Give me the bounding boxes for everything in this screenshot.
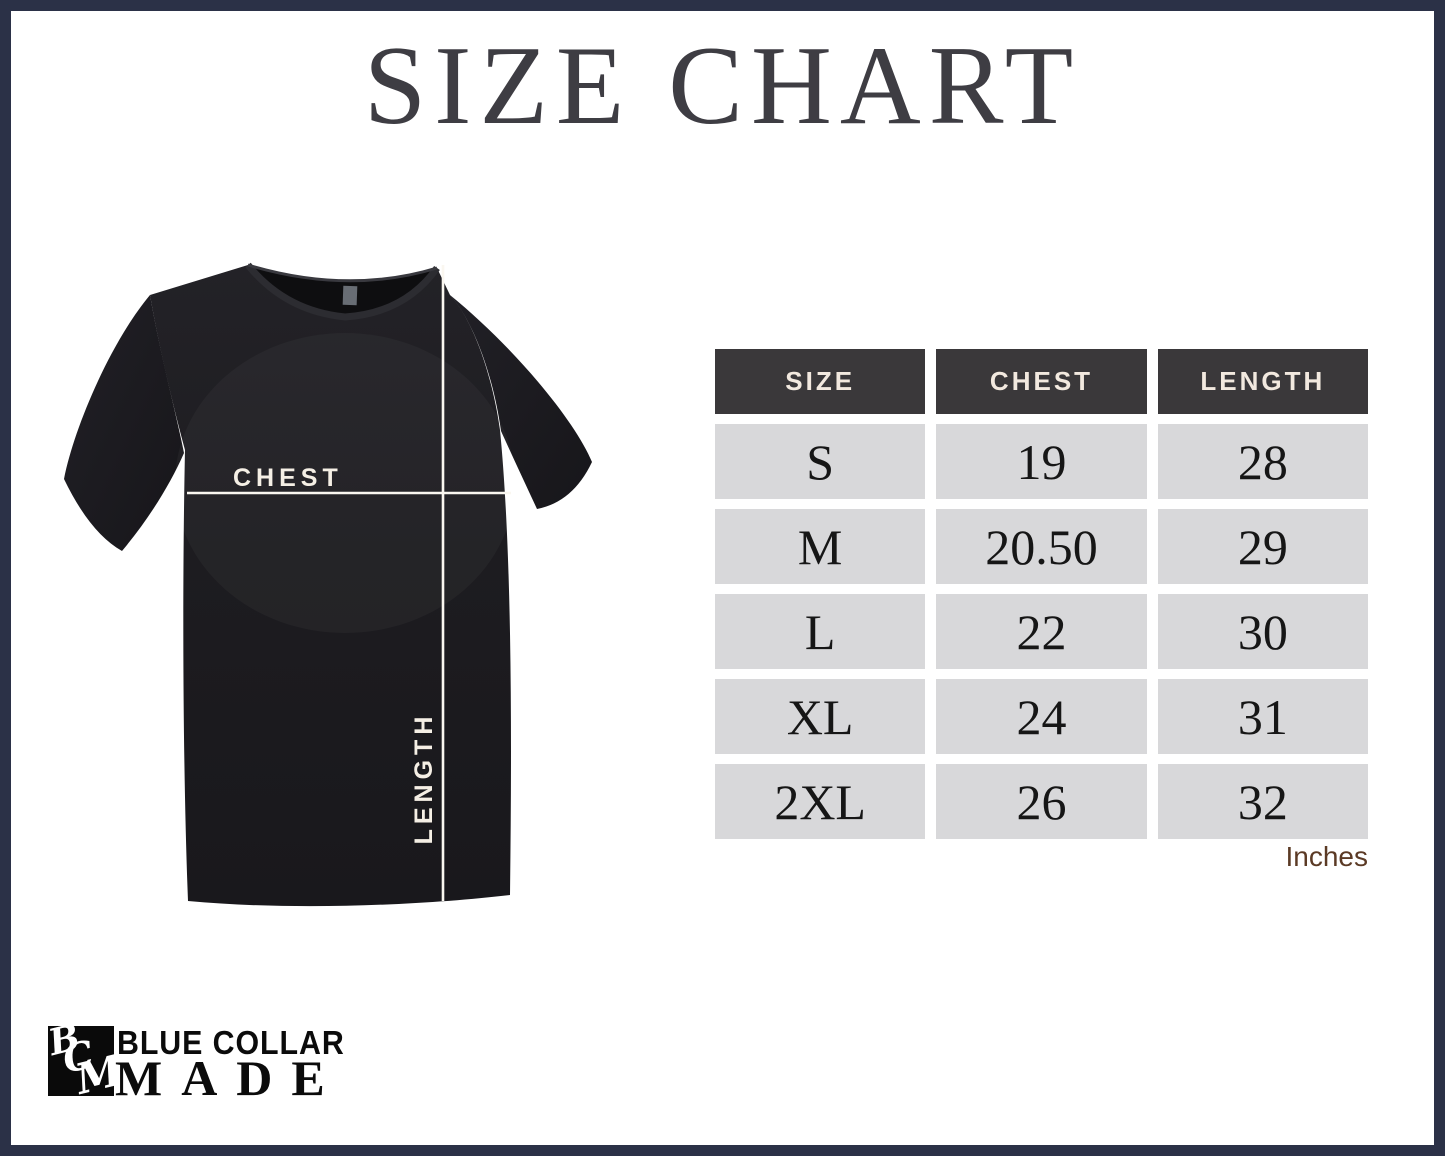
size-cell: 2XL xyxy=(715,764,926,839)
logo-monogram-square: B C M xyxy=(48,1026,114,1096)
header-chest: CHEST xyxy=(936,349,1147,414)
header-size: SIZE xyxy=(715,349,926,414)
logo-text-blue-collar: BLUE COLLAR xyxy=(117,1024,345,1061)
collar-back-edge xyxy=(247,263,438,283)
chest-cell: 22 xyxy=(936,594,1147,669)
tshirt-body xyxy=(150,265,511,907)
size-cell: XL xyxy=(715,679,926,754)
length-cell: 31 xyxy=(1157,679,1368,754)
tshirt-right-sleeve xyxy=(450,295,592,509)
tshirt-left-sleeve xyxy=(64,295,184,551)
chest-cell: 20.50 xyxy=(936,509,1147,584)
tshirt-graphic xyxy=(64,262,592,907)
size-cell: L xyxy=(715,594,926,669)
chest-measure-label: CHEST xyxy=(233,464,343,492)
logo-text-made: MADE xyxy=(115,1050,344,1106)
tshirt-image xyxy=(60,253,595,913)
chest-cell: 19 xyxy=(936,424,1147,499)
unit-note: Inches xyxy=(1285,841,1369,872)
collar-band xyxy=(245,262,440,321)
length-cell: 28 xyxy=(1157,424,1368,499)
length-measure-label: LENGTH xyxy=(409,711,438,845)
size-cell: M xyxy=(715,509,926,584)
brand-logo: B C M xyxy=(48,1026,348,1136)
collar-tag xyxy=(342,285,358,306)
length-cell: 29 xyxy=(1157,509,1368,584)
page-title: SIZE CHART xyxy=(363,24,1082,148)
size-cell: S xyxy=(715,424,926,499)
length-cell: 32 xyxy=(1157,764,1368,839)
monogram-letter-m: M xyxy=(70,1045,114,1096)
chest-cell: 24 xyxy=(936,679,1147,754)
length-cell: 30 xyxy=(1157,594,1368,669)
chest-cell: 26 xyxy=(936,764,1147,839)
header-length: LENGTH xyxy=(1157,349,1368,414)
size-chart-table: SIZE CHEST LENGTH S 19 28 M 20.50 29 L 2… xyxy=(715,349,1368,839)
fabric-highlight xyxy=(175,333,515,633)
